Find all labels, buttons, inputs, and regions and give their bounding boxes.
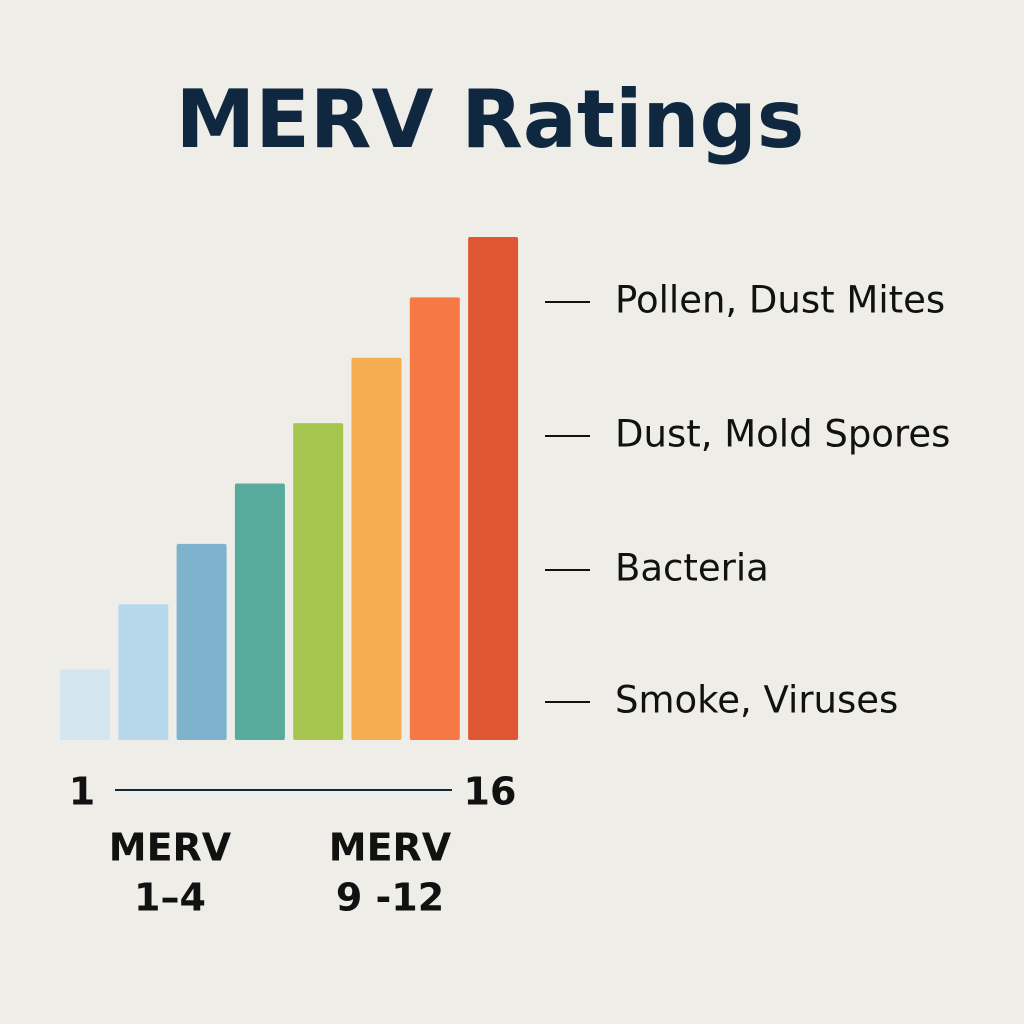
bar xyxy=(60,669,110,740)
range-label: 1 xyxy=(69,770,95,814)
bar xyxy=(118,604,169,740)
bar xyxy=(468,237,519,740)
range-label: 16 xyxy=(464,770,517,814)
group-label: MERV xyxy=(329,826,452,870)
group-label: 9 -12 xyxy=(336,876,444,920)
bar xyxy=(351,357,402,740)
bar xyxy=(176,543,227,740)
annotation: Pollen, Dust Mites xyxy=(615,279,945,322)
group-label: MERV xyxy=(109,826,232,870)
chart-title: MERV Ratings xyxy=(176,73,805,166)
group-label: 1–4 xyxy=(134,876,206,920)
annotation: Bacteria xyxy=(615,547,769,590)
bar xyxy=(234,483,285,740)
annotation: Smoke, Viruses xyxy=(615,679,898,722)
bar xyxy=(293,423,344,740)
bar xyxy=(409,297,460,740)
annotation: Dust, Mold Spores xyxy=(615,413,950,456)
